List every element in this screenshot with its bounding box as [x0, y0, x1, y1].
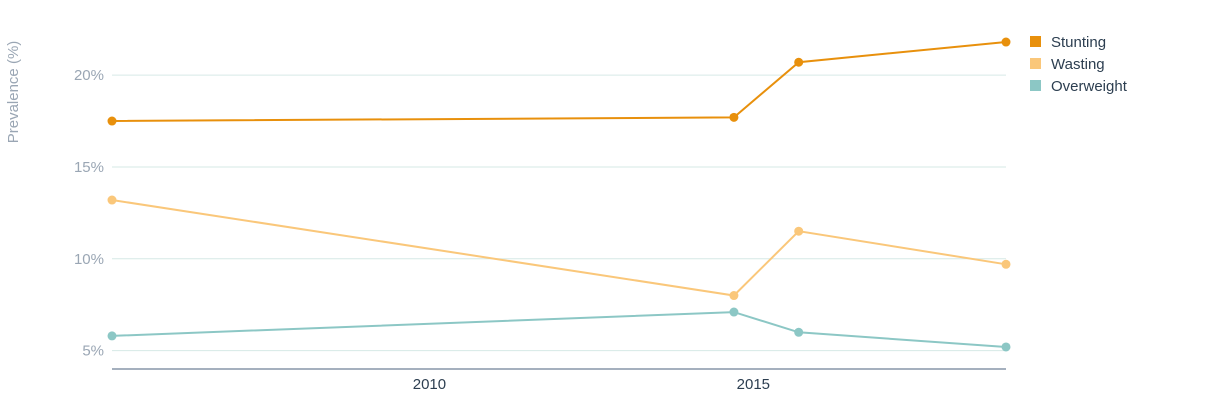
y-tick-label: 10% — [74, 251, 104, 268]
data-point-overweight — [729, 307, 739, 317]
legend-label-overweight: Overweight — [1051, 78, 1128, 95]
data-point-stunting — [794, 57, 804, 67]
y-tick-label: 20% — [74, 67, 104, 84]
y-axis-label: Prevalence (%) — [5, 41, 22, 144]
legend: Stunting Wasting Overweight — [1030, 34, 1128, 95]
x-axis-ticks: 2010 2015 — [413, 376, 770, 393]
data-point-wasting — [1001, 259, 1011, 269]
x-tick-label: 2015 — [737, 376, 770, 393]
data-point-wasting — [729, 291, 739, 301]
series-line-stunting — [111, 41, 1007, 122]
series-stunting — [107, 37, 1011, 126]
legend-label-stunting: Stunting — [1051, 34, 1106, 51]
y-axis-ticks: 5% 10% 15% 20% — [74, 67, 104, 360]
gridlines — [112, 74, 1006, 352]
data-point-overweight — [1001, 342, 1011, 352]
data-point-stunting — [729, 112, 739, 122]
x-tick-label: 2010 — [413, 376, 446, 393]
data-point-overweight — [794, 327, 804, 337]
series-wasting — [107, 195, 1011, 301]
y-tick-label: 15% — [74, 159, 104, 176]
data-point-stunting — [1001, 37, 1011, 47]
legend-swatch-overweight — [1030, 80, 1041, 91]
data-point-wasting — [107, 195, 117, 205]
series-group — [107, 37, 1011, 352]
legend-label-wasting: Wasting — [1051, 56, 1105, 73]
legend-swatch-wasting — [1030, 58, 1041, 69]
legend-swatch-stunting — [1030, 36, 1041, 47]
series-overweight — [107, 307, 1011, 352]
data-point-wasting — [794, 226, 804, 236]
data-point-overweight — [107, 331, 117, 341]
y-tick-label: 5% — [82, 343, 104, 360]
series-line-wasting — [111, 199, 1007, 297]
series-line-overweight — [111, 311, 1007, 348]
data-point-stunting — [107, 116, 117, 126]
